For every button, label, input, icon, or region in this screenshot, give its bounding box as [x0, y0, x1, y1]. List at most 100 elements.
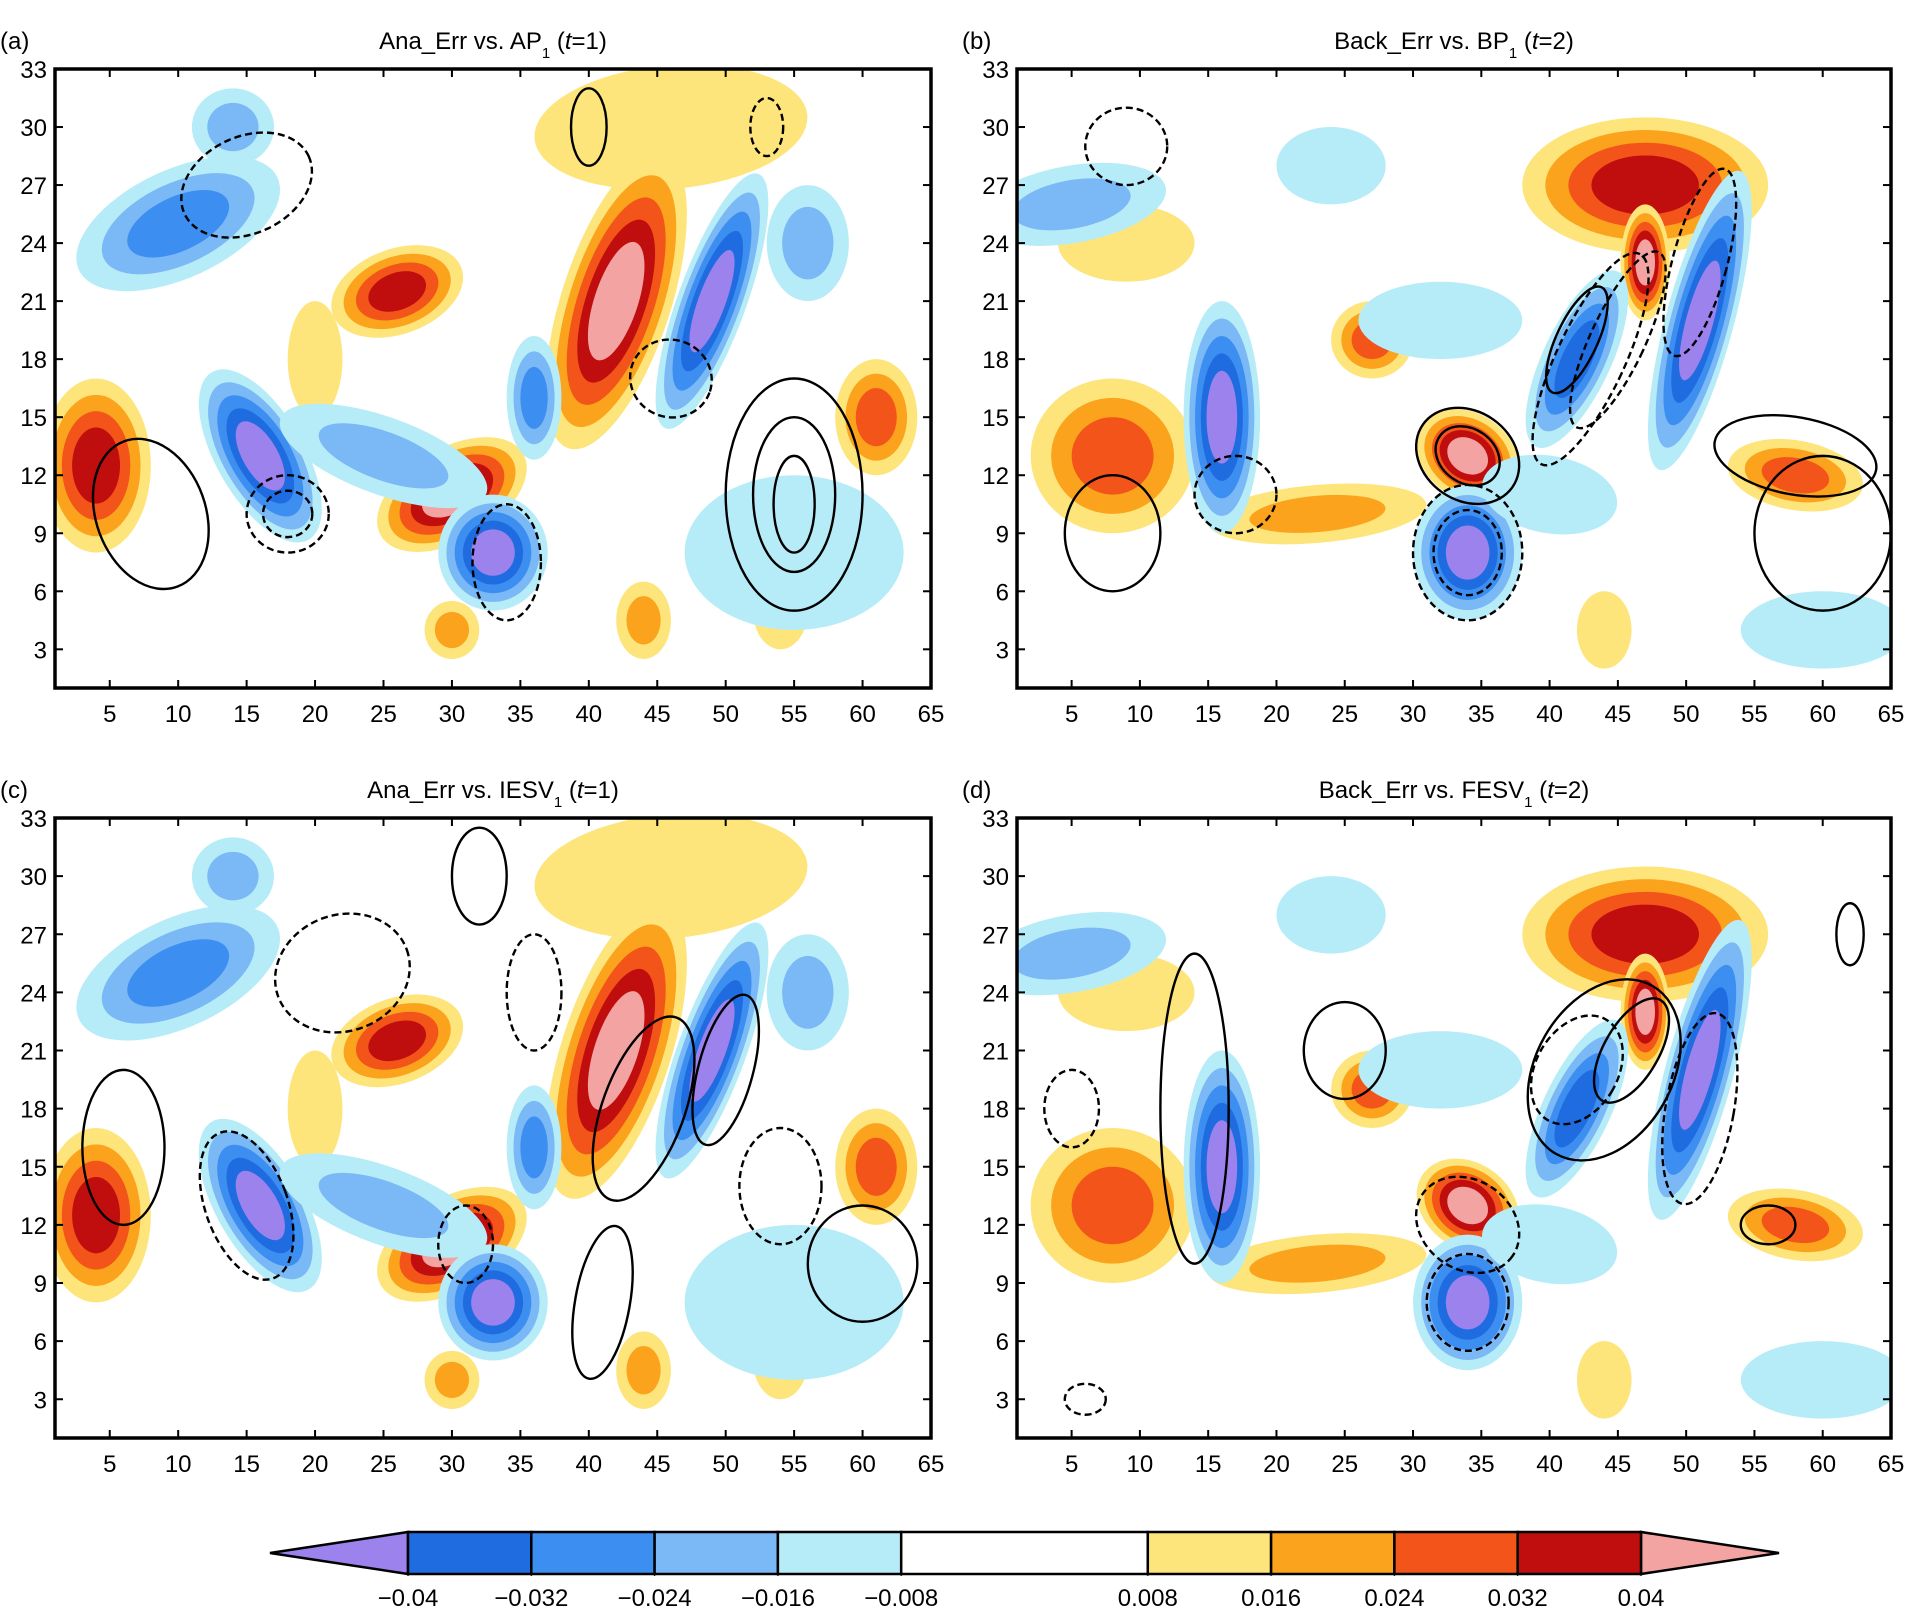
x-tick-label: 55: [781, 1451, 808, 1478]
y-tick-label: 6: [996, 1329, 1009, 1356]
x-tick-label: 55: [1741, 701, 1768, 728]
contour-line: [628, 338, 713, 419]
colorbar-label: −0.016: [741, 1585, 815, 1611]
contour-line: [81, 1068, 166, 1227]
contour-line: [1411, 483, 1524, 622]
contour-line: [1529, 1014, 1624, 1126]
y-tick-label: 21: [20, 289, 47, 316]
colorbar-label: 0.04: [1618, 1585, 1665, 1611]
plot-frame: [53, 67, 933, 690]
colorbar-box: [1516, 1530, 1643, 1576]
shaded-region: [626, 596, 661, 645]
y-tick-label: 6: [996, 579, 1009, 606]
shaded-region: [1358, 1031, 1523, 1109]
x-tick-label: 60: [849, 1451, 876, 1478]
y-tick-label: 15: [982, 405, 1009, 432]
field: [55, 69, 918, 659]
shaded-region: [1071, 1166, 1154, 1245]
x-tick-label: 25: [370, 701, 397, 728]
x-tick-label: 55: [1741, 1451, 1768, 1478]
x-tick-label: 10: [1127, 701, 1154, 728]
x-tick-label: 45: [1605, 701, 1632, 728]
contour-line: [738, 1126, 823, 1246]
x-tick-label: 35: [507, 701, 534, 728]
contour-line: [772, 454, 816, 554]
shaded-region: [1591, 155, 1699, 215]
shaded-region: [1554, 320, 1600, 399]
x-tick-label: 10: [165, 701, 192, 728]
shaded-region: [689, 999, 735, 1102]
contour-line: [245, 474, 330, 554]
y-tick-label: 30: [20, 864, 47, 891]
shaded-region: [287, 301, 343, 418]
title-part: t: [1532, 28, 1540, 55]
contour-line: [1302, 1000, 1387, 1101]
shaded-region: [235, 421, 285, 491]
contour-line: [1043, 1068, 1101, 1149]
y-tick-label: 30: [20, 115, 47, 142]
shaded-region: [235, 1170, 285, 1241]
colorbar-extend-low: [269, 1530, 410, 1576]
x-tick-label: 60: [849, 701, 876, 728]
shaded-region: [1635, 988, 1656, 1035]
title-part: 1: [1524, 794, 1532, 811]
y-tick-label: 15: [982, 1155, 1009, 1182]
shaded-region: [1447, 1186, 1489, 1225]
y-tick-label: 33: [20, 806, 47, 833]
x-tick-label: 45: [1605, 1451, 1632, 1478]
title-part: t: [565, 28, 573, 55]
x-tick-label: 40: [575, 701, 602, 728]
x-tick-label: 30: [1400, 701, 1427, 728]
contour-line: [1159, 952, 1230, 1265]
shaded-region: [1679, 1009, 1721, 1130]
y-tick-label: 33: [982, 57, 1009, 84]
colorbar-label: 0.008: [1118, 1585, 1178, 1611]
colorbar-box: [1269, 1530, 1396, 1576]
colorbar-box: [1393, 1530, 1519, 1576]
y-tick-label: 27: [982, 173, 1009, 200]
x-tick-label: 40: [1536, 1451, 1563, 1478]
title-part: =1): [584, 777, 619, 804]
shaded-region: [1576, 591, 1632, 669]
x-tick-label: 10: [1127, 1451, 1154, 1478]
shaded-region: [534, 818, 808, 940]
x-tick-label: 15: [233, 1451, 260, 1478]
y-tick-label: 30: [982, 864, 1009, 891]
shaded-region: [368, 271, 427, 312]
contour-line: [1084, 106, 1169, 187]
shaded-region: [127, 190, 230, 258]
title-part: (: [550, 28, 565, 55]
x-tick-label: 15: [1195, 701, 1222, 728]
y-tick-label: 3: [996, 1387, 1009, 1414]
x-tick-label: 15: [1195, 1451, 1222, 1478]
shaded-region: [127, 939, 230, 1007]
panel-label: (c): [0, 777, 28, 804]
contour-line: [1432, 508, 1503, 597]
shaded-region: [534, 69, 808, 190]
shaded-region: [434, 611, 470, 649]
x-tick-label: 20: [1263, 701, 1290, 728]
shaded-region: [1249, 494, 1386, 533]
y-tick-label: 15: [20, 405, 47, 432]
x-tick-label: 5: [103, 701, 116, 728]
shaded-region: [520, 366, 548, 429]
shaded-region: [1017, 927, 1131, 980]
shaded-region: [434, 1361, 470, 1399]
x-tick-label: 30: [1400, 1451, 1427, 1478]
shaded-region: [1740, 591, 1891, 669]
shaded-region: [1447, 437, 1489, 475]
contour-line: [691, 993, 761, 1147]
title-part: (: [1517, 28, 1532, 55]
x-tick-label: 50: [712, 701, 739, 728]
panel-title: Ana_Err vs. IESV1 (t=1): [367, 777, 619, 811]
y-tick-label: 9: [34, 521, 47, 548]
shaded-region: [1206, 370, 1238, 464]
x-tick-label: 35: [1468, 1451, 1495, 1478]
colorbar-label: −0.008: [864, 1585, 938, 1611]
contour-line: [724, 377, 864, 612]
contour-line: [1713, 414, 1878, 498]
colorbar-label: −0.04: [378, 1585, 439, 1611]
y-tick-label: 27: [20, 173, 47, 200]
shaded-region: [684, 1224, 904, 1380]
shaded-region: [471, 1279, 515, 1326]
